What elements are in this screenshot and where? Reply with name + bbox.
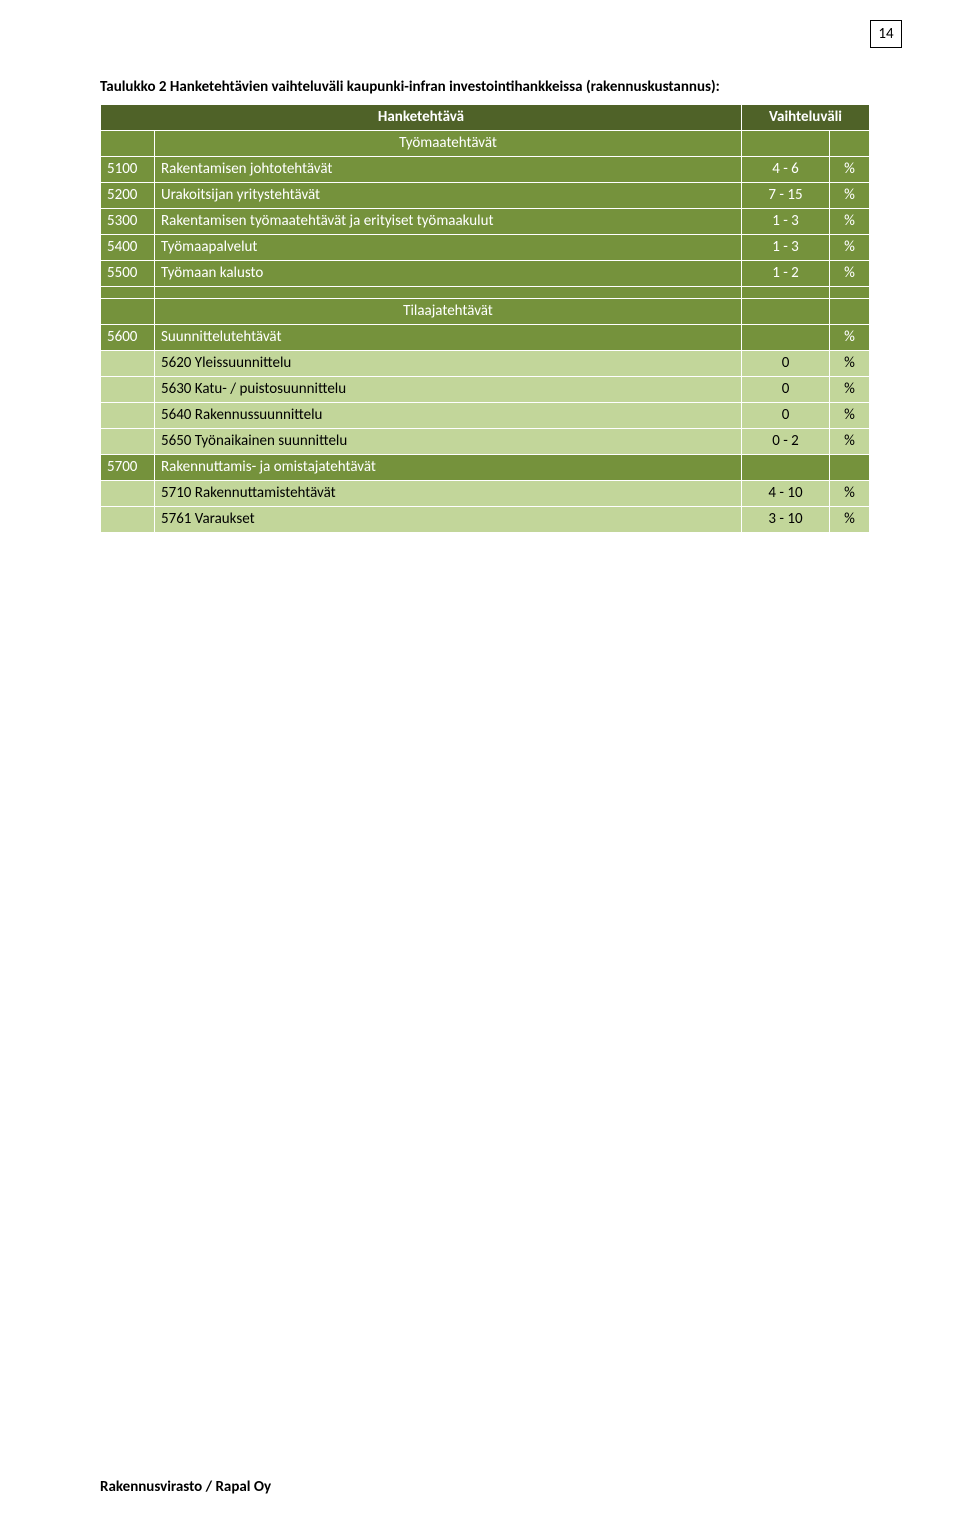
cell-label: Suunnittelutehtävät [155, 324, 742, 350]
table-row: 5200 Urakoitsijan yritystehtävät 7 - 15 … [101, 182, 870, 208]
table-row: 5100 Rakentamisen johtotehtävät 4 - 6 % [101, 156, 870, 182]
cell-pct: % [830, 324, 870, 350]
cell-value: 1 - 3 [742, 234, 830, 260]
cell-pct: % [830, 208, 870, 234]
section-1: Työmaatehtävät [101, 130, 870, 156]
cell-pct: % [830, 234, 870, 260]
section-1-label: Työmaatehtävät [155, 130, 742, 156]
header-col-1: Hanketehtävä [101, 104, 742, 130]
table-row: 5700 Rakennuttamis- ja omistajatehtävät [101, 454, 870, 480]
cell-label: 5640 Rakennussuunnittelu [155, 402, 742, 428]
cell-label: Rakentamisen johtotehtävät [155, 156, 742, 182]
cell-code: 5300 [101, 208, 155, 234]
cell-code: 5600 [101, 324, 155, 350]
table-row: 5300 Rakentamisen työmaatehtävät ja erit… [101, 208, 870, 234]
cell-code [101, 350, 155, 376]
cell-value: 3 - 10 [742, 506, 830, 532]
cell-code: 5200 [101, 182, 155, 208]
table-row: 5600 Suunnittelutehtävät % [101, 324, 870, 350]
cell-pct: % [830, 260, 870, 286]
cell-pct: % [830, 376, 870, 402]
cell-code: 5700 [101, 454, 155, 480]
cell-value: 0 [742, 402, 830, 428]
table-row: 5650 Työnaikainen suunnittelu 0 - 2 % [101, 428, 870, 454]
cell-value [742, 454, 830, 480]
table-header-row: Hanketehtävä Vaihteluväli [101, 104, 870, 130]
cell-value: 1 - 2 [742, 260, 830, 286]
cell-pct: % [830, 350, 870, 376]
page: 14 Taulukko 2 Hanketehtävien vaihteluväl… [0, 0, 960, 1534]
cell-label: 5650 Työnaikainen suunnittelu [155, 428, 742, 454]
cell-label: Rakennuttamis- ja omistajatehtävät [155, 454, 742, 480]
footer: Rakennusvirasto / Rapal Oy [100, 1478, 271, 1496]
cell-label: 5761 Varaukset [155, 506, 742, 532]
cell-code [101, 506, 155, 532]
table-row: 5500 Työmaan kalusto 1 - 2 % [101, 260, 870, 286]
table-row: 5630 Katu- / puistosuunnittelu 0 % [101, 376, 870, 402]
section-2: Tilaajatehtävät [101, 298, 870, 324]
page-number-text: 14 [878, 25, 893, 43]
cell-label: Rakentamisen työmaatehtävät ja erityiset… [155, 208, 742, 234]
cell-label: 5620 Yleissuunnittelu [155, 350, 742, 376]
page-number: 14 [870, 20, 902, 48]
table-row: 5640 Rakennussuunnittelu 0 % [101, 402, 870, 428]
cell-pct: % [830, 402, 870, 428]
table-row: 5620 Yleissuunnittelu 0 % [101, 350, 870, 376]
cell-value: 1 - 3 [742, 208, 830, 234]
cell-value: 4 - 6 [742, 156, 830, 182]
table-caption: Taulukko 2 Hanketehtävien vaihteluväli k… [100, 78, 870, 98]
header-col-2: Vaihteluväli [742, 104, 870, 130]
cell-code: 5100 [101, 156, 155, 182]
cell-label: 5630 Katu- / puistosuunnittelu [155, 376, 742, 402]
cell-value: 0 [742, 376, 830, 402]
table-row: 5761 Varaukset 3 - 10 % [101, 506, 870, 532]
table-row: 5400 Työmaapalvelut 1 - 3 % [101, 234, 870, 260]
data-table: Hanketehtävä Vaihteluväli Työmaatehtävät… [100, 104, 870, 533]
cell-label: Työmaan kalusto [155, 260, 742, 286]
cell-label: Työmaapalvelut [155, 234, 742, 260]
cell-code [101, 428, 155, 454]
cell-code: 5400 [101, 234, 155, 260]
cell-value: 0 [742, 350, 830, 376]
cell-value: 4 - 10 [742, 480, 830, 506]
cell-pct: % [830, 428, 870, 454]
cell-value: 0 - 2 [742, 428, 830, 454]
cell-code [101, 376, 155, 402]
cell-pct [830, 454, 870, 480]
cell-pct: % [830, 182, 870, 208]
cell-value: 7 - 15 [742, 182, 830, 208]
cell-label: 5710 Rakennuttamistehtävät [155, 480, 742, 506]
cell-pct: % [830, 480, 870, 506]
cell-code [101, 402, 155, 428]
cell-label: Urakoitsijan yritystehtävät [155, 182, 742, 208]
spacer-row [101, 286, 870, 298]
cell-code: 5500 [101, 260, 155, 286]
cell-pct: % [830, 506, 870, 532]
cell-value [742, 324, 830, 350]
cell-pct: % [830, 156, 870, 182]
section-2-label: Tilaajatehtävät [155, 298, 742, 324]
table-row: 5710 Rakennuttamistehtävät 4 - 10 % [101, 480, 870, 506]
cell-code [101, 480, 155, 506]
